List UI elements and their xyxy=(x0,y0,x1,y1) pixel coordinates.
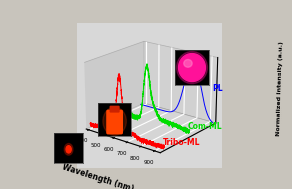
Ellipse shape xyxy=(66,146,71,153)
Ellipse shape xyxy=(103,107,126,135)
FancyBboxPatch shape xyxy=(110,106,120,113)
Ellipse shape xyxy=(64,143,73,155)
FancyBboxPatch shape xyxy=(106,110,123,134)
X-axis label: Wavelength (nm): Wavelength (nm) xyxy=(61,163,135,189)
Ellipse shape xyxy=(178,53,206,82)
Ellipse shape xyxy=(184,60,192,67)
Ellipse shape xyxy=(177,51,207,84)
